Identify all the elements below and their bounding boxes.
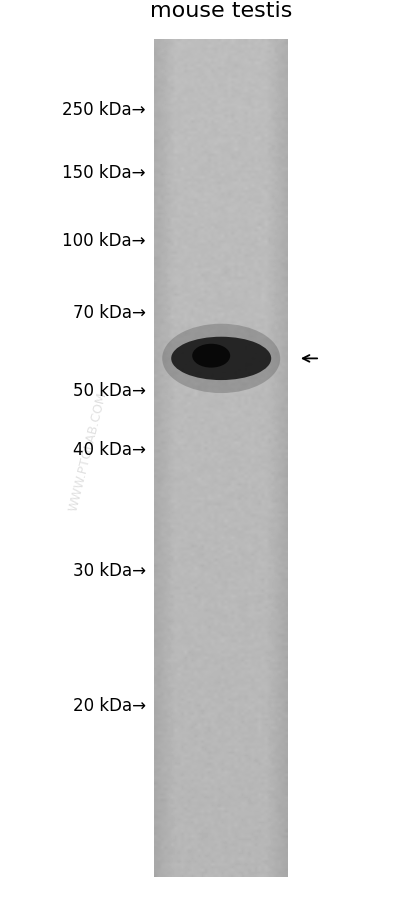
Text: WWW.PTGLAB.COM: WWW.PTGLAB.COM [67,390,109,512]
Text: 50 kDa→: 50 kDa→ [73,382,146,400]
Text: 30 kDa→: 30 kDa→ [73,561,146,579]
Ellipse shape [171,337,271,381]
Text: 70 kDa→: 70 kDa→ [73,304,146,322]
Text: 150 kDa→: 150 kDa→ [62,164,146,182]
Text: 40 kDa→: 40 kDa→ [73,440,146,458]
Text: 250 kDa→: 250 kDa→ [62,101,146,119]
Ellipse shape [192,345,230,368]
Text: 20 kDa→: 20 kDa→ [73,696,146,714]
Text: 100 kDa→: 100 kDa→ [62,232,146,250]
Ellipse shape [162,325,280,393]
Text: mouse testis: mouse testis [150,1,292,21]
